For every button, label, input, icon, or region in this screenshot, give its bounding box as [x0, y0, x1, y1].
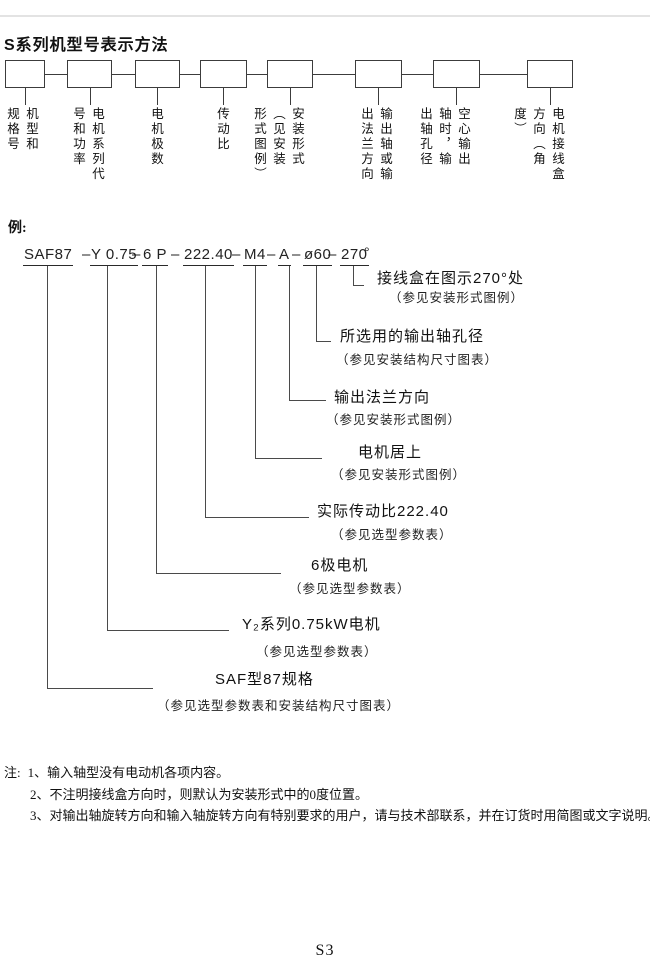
leader-line-bore	[316, 266, 317, 341]
box-stem	[456, 88, 457, 105]
model-field-box-3	[135, 60, 180, 88]
leader-line-angle	[353, 266, 354, 285]
callout-angle-note: （参见安装形式图例）	[389, 291, 525, 305]
leader-line-spec	[47, 266, 48, 688]
leader-line-mount	[255, 458, 322, 459]
leader-line-flange	[289, 266, 290, 400]
callout-poles-note: （参见选型参数表）	[289, 582, 411, 596]
callout-mount-label: 电机居上	[358, 444, 423, 461]
callout-poles-label: 6极电机	[311, 557, 369, 574]
leader-line-ratio	[205, 266, 206, 517]
box-connector	[45, 74, 67, 75]
box-stem	[25, 88, 26, 105]
field-label-mounting: 安装形式（见安装形式图例）	[252, 107, 304, 182]
leader-line-flange	[289, 400, 326, 401]
example-dash: –	[132, 246, 141, 263]
callout-flange-label: 输出法兰方向	[334, 389, 431, 406]
field-label-motor-series: 电机系列代号和功率	[71, 107, 104, 182]
box-connector	[247, 74, 267, 75]
callout-bore-note: （参见安装结构尺寸图表）	[336, 353, 499, 367]
field-label-hollow-bore: 空心输出轴时，输出轴孔径	[418, 107, 470, 167]
box-stem	[550, 88, 551, 105]
field-label-ratio: 传动比	[215, 107, 229, 152]
box-stem	[378, 88, 379, 105]
note-line-1: 注: 1、输入轴型没有电动机各项内容。	[4, 762, 648, 784]
note-line-3: 3、对输出轴旋转方向和输入轴旋转方向有特别要求的用户，请与技术部联系，并在订货时…	[30, 808, 650, 823]
example-degree-suffix: °	[364, 244, 370, 260]
box-connector	[480, 74, 527, 75]
leader-line-angle	[353, 285, 364, 286]
model-field-box-6	[355, 60, 402, 88]
example-dash: –	[292, 246, 301, 263]
box-connector	[112, 74, 135, 75]
notes-block: 注: 1、输入轴型没有电动机各项内容。 2、不注明接线盒方向时，则默认为安装形式中…	[4, 762, 650, 827]
example-part-flange: A	[278, 246, 291, 266]
leader-line-ratio	[205, 517, 309, 518]
callout-spec-note: （参见选型参数表和安装结构尺寸图表）	[157, 699, 401, 713]
scan-edge-artifact	[0, 15, 650, 17]
model-field-box-5	[267, 60, 313, 88]
leader-line-poles	[156, 573, 281, 574]
example-part-angle: 270	[340, 246, 369, 266]
callout-mount-note: （参见安装形式图例）	[331, 468, 467, 482]
callout-angle-label: 接线盒在图示270°处	[377, 270, 525, 287]
model-field-box-7	[433, 60, 480, 88]
field-label-type-spec: 机型和规格号	[5, 107, 38, 152]
leader-line-mount	[255, 266, 256, 458]
callout-spec-label: SAF型87规格	[215, 671, 314, 688]
notes-prefix: 注:	[4, 765, 21, 780]
callout-bore-label: 所选用的输出轴孔径	[340, 328, 485, 345]
box-stem	[157, 88, 158, 105]
leader-line-poles	[156, 266, 157, 573]
leader-line-spec	[47, 688, 153, 689]
model-field-box-1	[5, 60, 45, 88]
box-connector	[402, 74, 433, 75]
example-dash: –	[171, 246, 180, 263]
callout-motor-note: （参见选型参数表）	[256, 645, 378, 659]
example-prefix: 例:	[8, 221, 27, 236]
field-label-flange-dir: 输出轴或输出法兰方向	[359, 107, 392, 182]
example-part-mount: M4	[243, 246, 267, 266]
example-dash: –	[82, 246, 91, 263]
example-dash: –	[232, 246, 241, 263]
leader-line-motor	[107, 266, 108, 630]
model-field-box-2	[67, 60, 112, 88]
example-part-motor: Y 0.75	[90, 246, 139, 266]
leader-line-bore	[316, 341, 331, 342]
field-label-terminal-box: 电机接线盒方向（角度）	[512, 107, 564, 182]
example-part-ratio: 222.40	[183, 246, 234, 266]
note-text-1: 1、输入轴型没有电动机各项内容。	[27, 765, 230, 780]
callout-ratio-note: （参见选型参数表）	[331, 528, 453, 542]
model-field-box-8	[527, 60, 573, 88]
example-part-bore: ø60	[303, 246, 333, 266]
box-stem	[90, 88, 91, 105]
example-dash: –	[267, 246, 276, 263]
callout-flange-note: （参见安装形式图例）	[326, 413, 462, 427]
note-line-2: 2、不注明接线盒方向时，则默认为安装形式中的0度位置。	[30, 786, 369, 802]
page-title: S系列机型号表示方法	[4, 37, 169, 54]
box-connector	[180, 74, 200, 75]
leader-line-motor	[107, 630, 229, 631]
example-dash: –	[328, 246, 337, 263]
box-stem	[290, 88, 291, 105]
example-part-poles: 6 P	[142, 246, 169, 266]
box-stem	[223, 88, 224, 105]
field-label-motor-poles: 电机极数	[149, 107, 163, 167]
example-part-spec: SAF87	[23, 246, 74, 266]
model-field-box-4	[200, 60, 247, 88]
callout-ratio-label: 实际传动比222.40	[317, 503, 449, 520]
page-number: S3	[315, 942, 335, 959]
callout-motor-label: Y₂系列0.75kW电机	[242, 616, 381, 633]
box-connector	[313, 74, 355, 75]
